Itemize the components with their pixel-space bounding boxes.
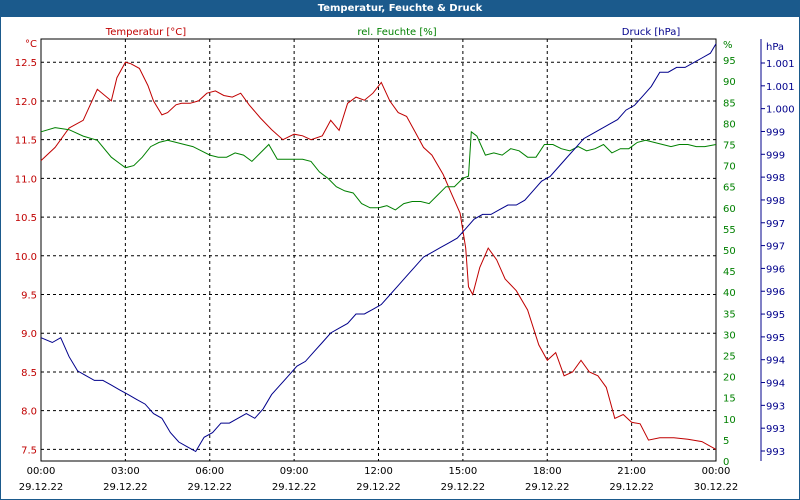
chart-series [40, 43, 717, 453]
humidity-tick: 25 [723, 352, 736, 363]
x-tick-time: 09:00 [280, 466, 309, 477]
x-tick-date: 29.12.22 [525, 482, 570, 493]
pressure-tick: 998 [766, 173, 785, 184]
x-tick-time: 18:00 [533, 466, 562, 477]
x-tick-date: 29.12.22 [19, 482, 64, 493]
pressure-tick: 994 [766, 379, 785, 390]
temperature-axis-label: Temperatur [°C] [105, 27, 186, 38]
humidity-tick: 45 [723, 267, 736, 278]
temperature-tick: 10.0 [15, 252, 37, 263]
pressure-tick: 999 [766, 150, 785, 161]
humidity-tick: 95 [723, 56, 736, 67]
x-tick-time: 00:00 [27, 466, 56, 477]
chart-grid [41, 39, 716, 461]
temperature-tick: 9.5 [21, 291, 37, 302]
x-tick-date: 30.12.22 [694, 482, 739, 493]
humidity-tick: 0 [723, 457, 729, 468]
x-tick-date: 29.12.22 [356, 482, 401, 493]
temperature-tick: 11.5 [15, 136, 37, 147]
humidity-unit: % [723, 40, 733, 51]
humidity-tick: 60 [723, 204, 736, 215]
pressure-tick: 995 [766, 310, 785, 321]
x-tick-time: 12:00 [364, 466, 393, 477]
temperature-tick: 10.5 [15, 213, 37, 224]
humidity-tick: 50 [723, 246, 736, 257]
humidity-tick: 65 [723, 183, 736, 194]
pressure-tick: 993 [766, 401, 785, 412]
temperature-tick: 8.5 [21, 368, 37, 379]
humidity-tick: 15 [723, 394, 736, 405]
plot-frame [40, 38, 717, 462]
pressure-tick: 993 [766, 447, 785, 458]
temperature-tick: 12.0 [15, 97, 37, 108]
humidity-tick: 85 [723, 98, 736, 109]
temperature-tick: 9.0 [21, 329, 37, 340]
humidity-tick: 55 [723, 225, 736, 236]
humidity-tick: 5 [723, 436, 729, 447]
x-tick-time: 15:00 [448, 466, 477, 477]
temperature-tick: 11.0 [15, 174, 37, 185]
pressure-tick: 998 [766, 196, 785, 207]
chart-title: Temperatur, Feuchte & Druck [1, 1, 799, 17]
pressure-tick: 997 [766, 242, 785, 253]
chart-labels: 00:00 29.12.22 03:00 29.12.22 06:00 29.12.22 0… [15, 27, 795, 493]
pressure-axis-label: Druck [hPa] [622, 27, 681, 38]
x-tick-date: 29.12.22 [272, 482, 317, 493]
temperature-tick: 7.5 [21, 445, 37, 456]
pressure-tick: 994 [766, 356, 785, 367]
chart-axes [40, 38, 765, 462]
x-tick-time: 03:00 [111, 466, 140, 477]
pressure-tick: 999 [766, 127, 785, 138]
humidity-axis-label: rel. Feuchte [%] [357, 27, 436, 38]
temperature-tick: 8.0 [21, 407, 37, 418]
x-tick-time: 00:00 [702, 466, 731, 477]
temperature-unit: °C [25, 39, 37, 50]
humidity-tick: 70 [723, 162, 736, 173]
pressure-tick: 1.001 [766, 59, 795, 70]
pressure-tick: 997 [766, 219, 785, 230]
pressure-tick: 1.000 [766, 105, 795, 116]
pressure-tick: 995 [766, 333, 785, 344]
x-tick-time: 06:00 [195, 466, 224, 477]
pressure-tick: 1.001 [766, 82, 795, 93]
pressure-unit: hPa [766, 42, 784, 53]
humidity-tick: 75 [723, 141, 736, 152]
temperature-tick: 12.5 [15, 58, 37, 69]
humidity-tick: 35 [723, 309, 736, 320]
humidity-tick: 80 [723, 119, 736, 130]
humidity-tick: 10 [723, 415, 736, 426]
pressure-tick: 993 [766, 424, 785, 435]
x-tick-time: 21:00 [617, 466, 646, 477]
humidity-tick: 40 [723, 288, 736, 299]
pressure-tick: 996 [766, 287, 785, 298]
weather-chart: 00:00 29.12.22 03:00 29.12.22 06:00 29.12.22 0… [15, 27, 795, 493]
x-tick-date: 29.12.22 [187, 482, 232, 493]
pressure-tick: 996 [766, 264, 785, 275]
humidity-tick: 20 [723, 373, 736, 384]
x-tick-date: 29.12.22 [103, 482, 148, 493]
pressure-series-line [40, 43, 717, 453]
temperature-series-line [40, 61, 717, 450]
humidity-series-line [40, 127, 717, 211]
humidity-tick: 90 [723, 77, 736, 88]
x-tick-date: 29.12.22 [609, 482, 654, 493]
humidity-tick: 30 [723, 330, 736, 341]
x-tick-date: 29.12.22 [441, 482, 486, 493]
